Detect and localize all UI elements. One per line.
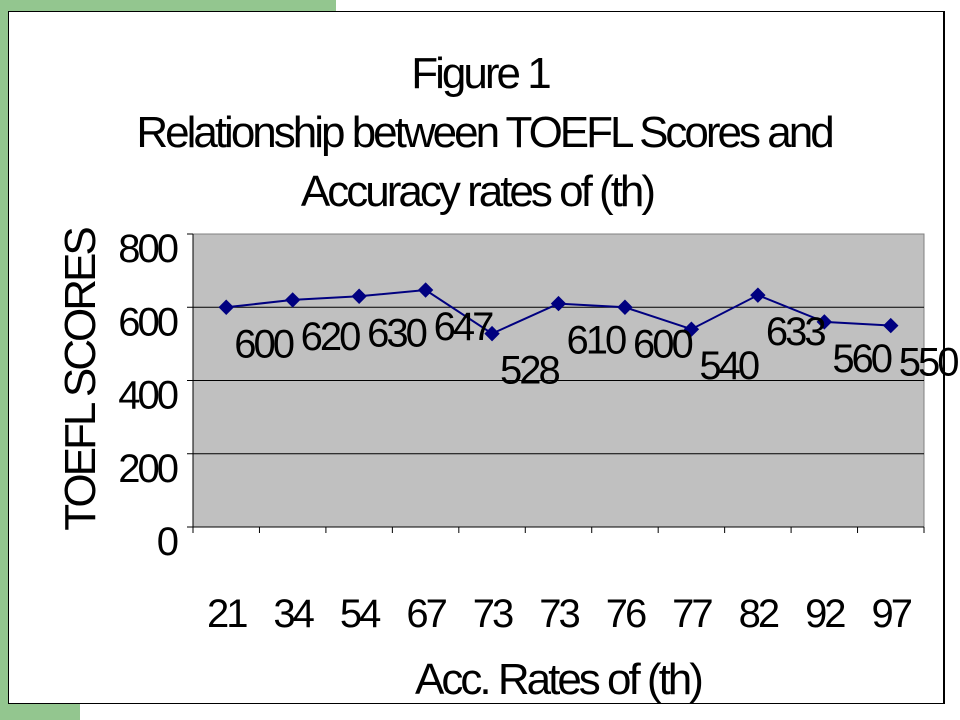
- chart-title-line-1: Figure 1: [411, 49, 550, 98]
- x-tick-label: 67: [406, 592, 446, 636]
- y-tick-label: 200: [118, 447, 177, 491]
- data-label: 600: [234, 322, 293, 366]
- data-point-marker: [883, 317, 899, 334]
- data-label: 540: [699, 344, 758, 388]
- y-tick-label: 600: [118, 300, 177, 344]
- y-tick-label: 0: [157, 520, 178, 564]
- axes: [187, 233, 925, 533]
- y-tick-label: 400: [118, 374, 177, 418]
- data-point-marker: [683, 321, 700, 337]
- x-tick-label: 97: [872, 592, 912, 636]
- data-point-marker: [284, 292, 301, 308]
- data-label: 560: [832, 337, 891, 381]
- data-point-marker: [816, 314, 833, 330]
- x-tick-label: 76: [606, 592, 646, 636]
- slide-green-band-left: [0, 0, 8, 720]
- data-point-marker: [484, 325, 500, 342]
- data-point-marker: [750, 287, 766, 303]
- data-point-marker: [417, 282, 434, 298]
- y-tick-labels: 0 200 400 600 800: [118, 227, 181, 564]
- data-label: 600: [633, 322, 692, 366]
- data-label: 528: [500, 349, 559, 393]
- x-tick-label: 21: [207, 592, 247, 636]
- x-tick-label: 54: [340, 592, 381, 636]
- data-label: 630: [367, 311, 426, 355]
- y-tick-label: 800: [118, 227, 177, 271]
- y-axis-label: TOEFL SCORES: [56, 228, 105, 531]
- data-point-marker: [218, 299, 234, 315]
- x-tick-labels: 21 34 54 67 73 73 76 77 82 92 97: [207, 592, 915, 636]
- slide-green-band-bottom: [0, 704, 80, 720]
- data-label: 620: [301, 315, 360, 359]
- x-tick-label: 73: [473, 592, 513, 636]
- x-axis-label: Acc. Rates of (th): [415, 655, 701, 704]
- slide-green-band-top: [0, 0, 336, 12]
- x-tick-label: 82: [739, 592, 779, 636]
- chart-title-line-3: Accuracy rates of (th): [301, 167, 653, 216]
- data-point-marker: [351, 288, 367, 304]
- x-tick-label: 92: [805, 592, 845, 636]
- data-point-marker: [617, 299, 633, 315]
- x-tick-label: 77: [672, 592, 712, 636]
- data-point-marker: [550, 295, 567, 312]
- chart-title: Figure 1 Relationship between TOEFL Scor…: [136, 49, 835, 216]
- data-label: 610: [567, 319, 626, 363]
- series-group: [218, 282, 899, 342]
- x-tick-label: 73: [539, 592, 579, 636]
- data-label: 633: [766, 310, 825, 354]
- data-label: 647: [434, 305, 493, 349]
- chart-title-line-2: Relationship between TOEFL Scores and: [136, 108, 832, 157]
- x-tick-label: 34: [273, 592, 314, 636]
- data-label: 550: [899, 341, 958, 385]
